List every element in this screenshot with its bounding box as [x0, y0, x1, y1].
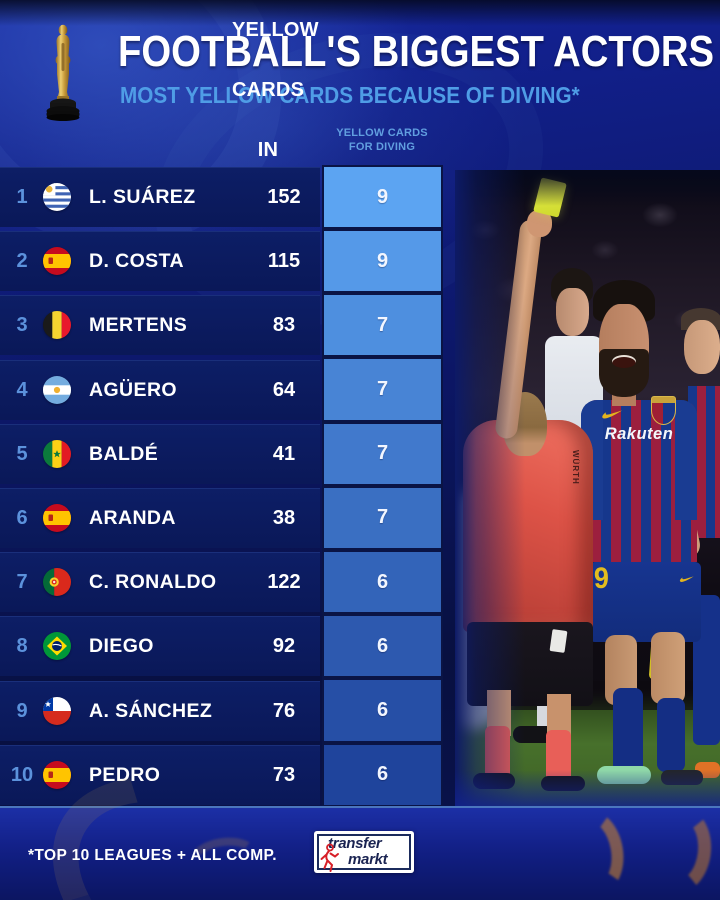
total-cards-value: 38 — [272, 506, 296, 529]
table-row: 10 PEDRO 73 6 — [0, 742, 450, 807]
total-cards-value: 152 — [267, 186, 301, 208]
player-name: C. RONALDO — [89, 571, 217, 594]
diving-cards-cell: 7 — [322, 293, 443, 358]
diving-cards-cell: 6 — [322, 678, 443, 743]
table-row: 2 D. COSTA 115 9 — [0, 229, 450, 294]
suarez-sock — [657, 698, 685, 772]
diving-cards-value: 6 — [376, 699, 389, 721]
rank-label: 5 — [16, 442, 28, 465]
referee-notebook — [549, 629, 568, 653]
diving-cards-cell: 6 — [322, 614, 443, 679]
total-cards-value: 64 — [272, 378, 296, 401]
logo-text-line2: markt — [348, 851, 388, 868]
transfermarkt-logo: transfer markt — [314, 831, 414, 873]
player-name: PEDRO — [89, 763, 161, 786]
suarez-shorts — [589, 562, 701, 642]
rank-label: 2 — [16, 250, 28, 273]
flag-spain-icon — [43, 247, 71, 276]
flag-senegal-icon — [43, 439, 71, 468]
rank-label: 3 — [16, 314, 28, 337]
flag-brazil-icon — [43, 632, 71, 661]
rank-label: 4 — [16, 378, 28, 401]
total-cards-value: 41 — [272, 442, 296, 465]
ronaldo-face — [556, 288, 589, 336]
photo-left-fade — [455, 170, 525, 806]
diving-cards-cell: 7 — [322, 485, 443, 551]
flag-argentina-icon — [43, 375, 71, 404]
barcelona-crest — [651, 396, 676, 425]
rank-label: 6 — [16, 506, 28, 529]
suarez-leg — [651, 632, 685, 704]
table-row: 7 C. RONALDO 122 6 — [0, 550, 450, 615]
diving-cards-cell: 6 — [322, 550, 443, 615]
player-name: BALDÉ — [89, 442, 159, 465]
rank-label: 1 — [16, 186, 28, 208]
diving-cards-cell: 7 — [322, 357, 443, 422]
diving-cards-value: 7 — [376, 313, 389, 336]
column-header-diving: YELLOW CARDS FOR DIVING — [336, 127, 428, 153]
table-row: 8 DIEGO 92 6 — [0, 614, 450, 679]
player-name: L. SUÁREZ — [89, 186, 196, 208]
iniesta-face — [684, 320, 720, 374]
diving-cards-cell: 9 — [322, 164, 443, 230]
diving-cards-value: 7 — [376, 506, 389, 529]
oscar-statuette-icon — [44, 22, 82, 127]
table-row: 6 ARANDA 38 7 — [0, 485, 450, 551]
match-photo: Rakuten 9 WÜRTH — [455, 170, 720, 806]
table-row: 3 MERTENS 83 7 — [0, 293, 450, 358]
total-cards-value: 122 — [267, 571, 301, 594]
rank-label: 9 — [16, 699, 28, 722]
flag-uruguay-icon — [43, 183, 71, 211]
total-cards-value: 92 — [272, 635, 296, 658]
diving-cards-value: 9 — [376, 249, 389, 272]
diving-cards-value: 6 — [376, 570, 389, 593]
jersey-sponsor-text: Rakuten — [604, 425, 674, 443]
player-name: ARANDA — [89, 506, 176, 529]
column-header-total: YELLOW CARDS IN TOTAL — [232, 19, 319, 221]
photo-bottom-fade — [455, 770, 720, 806]
table-row: 4 AGÜERO 64 7 — [0, 357, 450, 422]
referee-sleeve-text: WÜRTH — [571, 450, 580, 485]
suarez-mouth — [612, 355, 636, 368]
total-cards-value: 83 — [272, 314, 296, 337]
rank-label: 8 — [16, 635, 28, 658]
flag-chile-icon — [43, 696, 71, 725]
diving-cards-value: 6 — [376, 634, 389, 657]
suarez-sock — [613, 688, 643, 774]
logo-text-line1: transfer — [328, 835, 382, 852]
table-row: 5 BALDÉ 41 7 — [0, 421, 450, 486]
logo-player-icon — [318, 843, 340, 878]
top-vignette — [0, 0, 720, 26]
diving-cards-cell: 7 — [322, 421, 443, 486]
diving-cards-value: 9 — [376, 185, 389, 208]
flag-portugal-icon — [43, 568, 71, 597]
page-title: FOOTBALL'S BIGGEST ACTORS — [118, 27, 715, 76]
rank-label: 7 — [16, 571, 28, 594]
total-cards-value: 73 — [272, 763, 296, 786]
shorts-number: 9 — [593, 562, 609, 595]
table-row: 1 L. SUÁREZ 152 9 — [0, 164, 450, 230]
diving-cards-cell: 6 — [322, 742, 443, 807]
diving-cards-cell: 9 — [322, 229, 443, 294]
table-row: 9 A. SÁNCHEZ 76 6 — [0, 678, 450, 743]
flag-spain-icon — [43, 760, 71, 789]
rank-label: 10 — [10, 763, 34, 786]
footnote-text: *TOP 10 LEAGUES + ALL COMP. — [28, 847, 277, 864]
player-name: DIEGO — [89, 635, 154, 658]
player-name: MERTENS — [89, 314, 188, 337]
total-cards-value: 115 — [267, 250, 301, 273]
page-subtitle: MOST YELLOW CARDS BECAUSE OF DIVING* — [120, 82, 580, 108]
flag-spain-icon — [43, 503, 71, 532]
flag-belgium-icon — [43, 311, 71, 340]
ranking-table: 1 L. SUÁREZ 152 9 2 D. COSTA 115 9 3 MER… — [0, 164, 450, 809]
diving-cards-value: 7 — [376, 378, 389, 401]
player-name: AGÜERO — [89, 378, 177, 401]
total-cards-value: 76 — [272, 699, 296, 722]
suarez-sleeve — [675, 400, 697, 520]
diving-cards-value: 6 — [376, 763, 389, 786]
player-name: A. SÁNCHEZ — [89, 699, 213, 722]
player-name: D. COSTA — [89, 250, 184, 273]
diving-cards-value: 7 — [376, 442, 389, 465]
